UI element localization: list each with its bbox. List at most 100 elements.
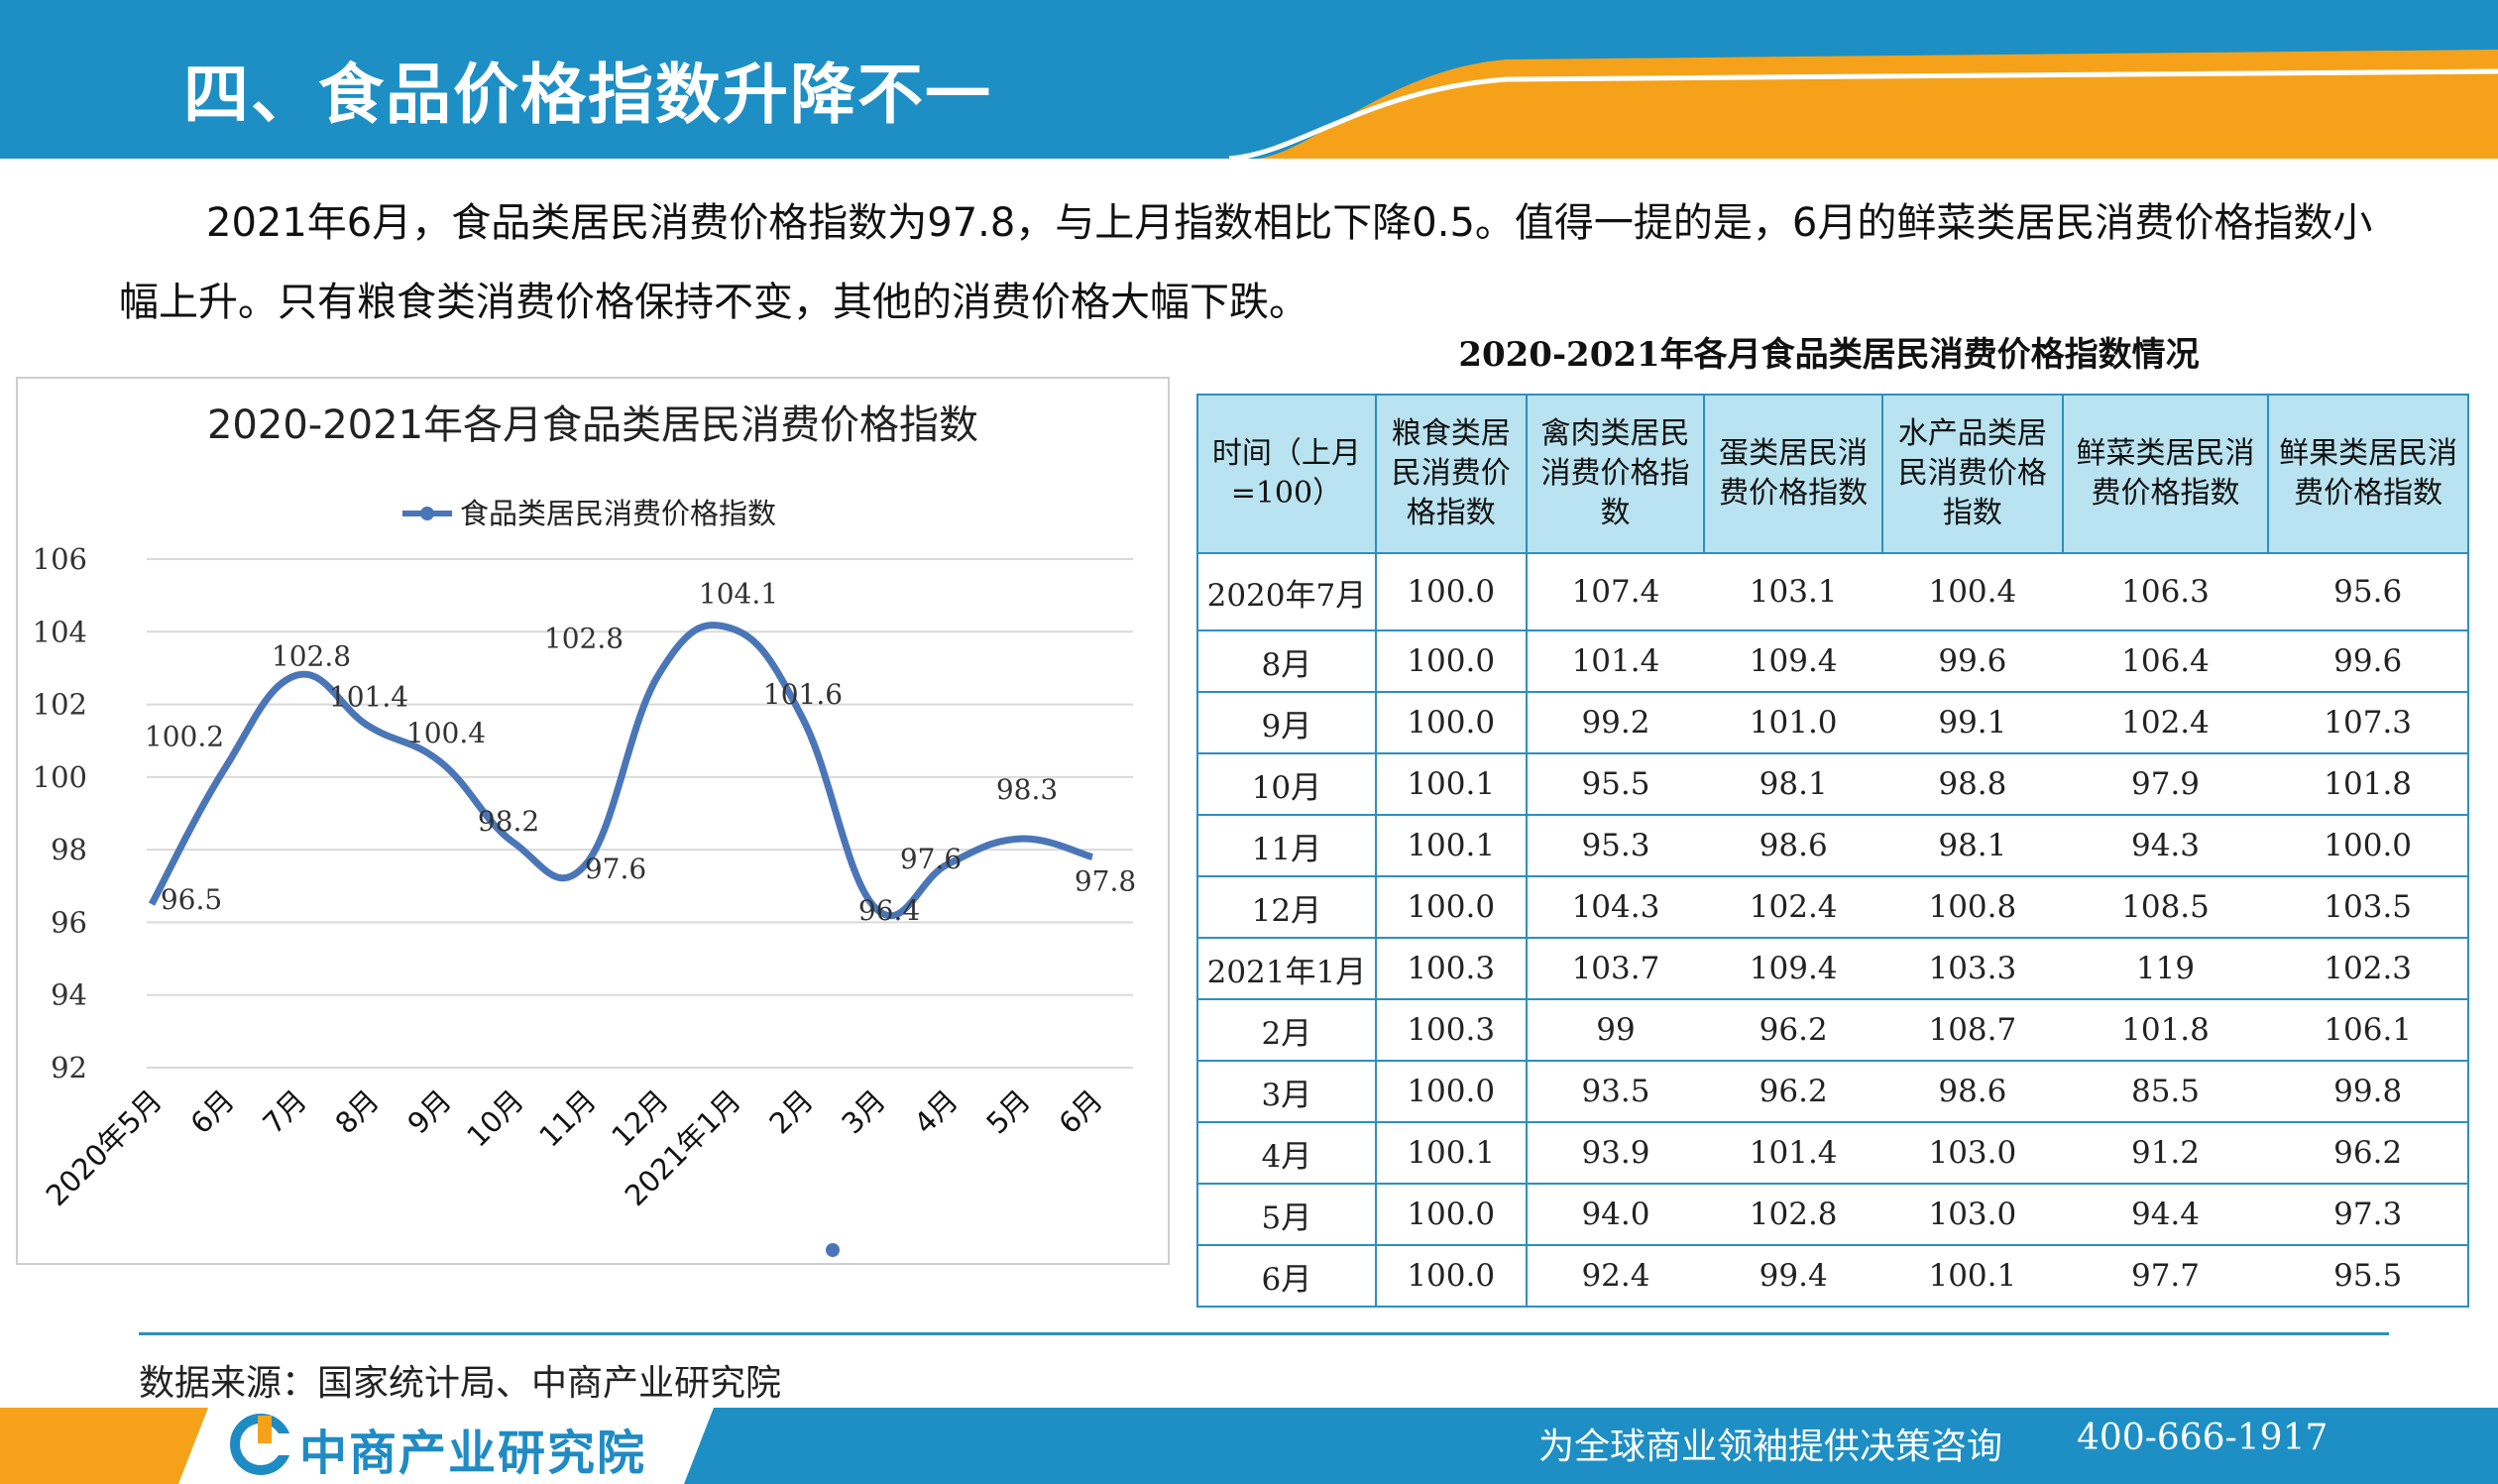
table-row: 12月 100.0 104.3 102.4 100.8 108.5 103.5 [1196,875,2469,939]
table-cell: 99.4 [1704,1244,1883,1308]
y-tick-label: 104 [33,615,87,648]
footer-slogan: 为全球商业领袖提供决策咨询 [1538,1427,2003,1467]
table-row-label: 3月 [1196,1060,1377,1123]
table-title: 2020-2021年各月食品类居民消费价格指数情况 [1458,335,2200,375]
table-cell: 97.9 [2062,752,2269,816]
table-row: 9月 100.0 99.2 101.0 99.1 102.4 107.3 [1196,691,2469,754]
data-label: 101.6 [763,678,843,711]
data-label: 97.6 [900,843,962,875]
header-shape [0,0,2498,159]
table-cell: 94.3 [2062,814,2269,877]
table-cell: 99.1 [1882,691,2063,754]
table-cell: 100.0 [2268,814,2469,877]
data-source: 数据来源：国家统计局、中商产业研究院 [139,1363,782,1404]
table-cell: 99.6 [2268,629,2469,693]
table-row-label: 8月 [1196,629,1377,693]
footer-shape [0,1408,2498,1484]
intro-text: 2021年6月，食品类居民消费价格指数为97.8，与上月指数相比下降0.5。值得… [119,200,2373,325]
table-row: 2021年1月 100.3 103.7 109.4 103.3 119 102.3 [1196,937,2469,1000]
table-cell: 108.7 [1882,998,2063,1062]
table-cell: 100.3 [1375,937,1528,1000]
y-tick-label: 92 [51,1051,87,1084]
table-header-cell: 水产品类居民消费价格指数 [1881,394,2064,554]
table-cell: 106.3 [2062,552,2269,631]
table-cell: 97.7 [2062,1244,2269,1308]
table-cell: 99.6 [1882,629,2063,693]
table-cell: 101.0 [1704,691,1883,754]
table-cell: 94.4 [2062,1183,2269,1246]
table-cell: 96.2 [1704,1060,1883,1123]
table-cell: 106.1 [2268,998,2469,1062]
table-cell: 96.2 [1704,998,1883,1062]
page-title: 四、食品价格指数升降不一 [183,57,992,133]
table-cell: 100.4 [1882,552,2063,631]
table-cell: 94.0 [1526,1183,1705,1246]
table-cell: 95.5 [1526,752,1705,816]
x-tick-label: 5月 [979,1084,1037,1141]
table-row: 2020年7月 100.0 107.4 103.1 100.4 106.3 95.6 [1196,552,2469,631]
y-tick-label: 96 [51,905,87,939]
table-header-cell: 蛋类居民消费价格指数 [1703,394,1884,554]
data-label: 97.6 [585,853,646,885]
table-cell: 100.8 [1882,875,2063,939]
table-cell: 85.5 [2062,1060,2269,1123]
data-label: 96.4 [858,894,920,927]
table-cell: 100.3 [1375,998,1528,1062]
table-row: 4月 100.1 93.9 101.4 103.0 91.2 96.2 [1196,1121,2469,1185]
price-index-table: 时间（上月=100） 粮食类居民消费价格指数 禽肉类居民消费价格指数 蛋类居民消费价格… [1196,394,2469,1308]
table-cell: 97.3 [2268,1183,2469,1246]
brand-name: 中商产业研究院 [299,1426,647,1481]
footer-phone: 400-666-1917 [2077,1418,2328,1458]
table-cell: 100.0 [1375,1244,1528,1308]
table-row-label: 11月 [1196,814,1377,877]
data-label: 101.4 [329,681,408,714]
table-row-label: 2021年1月 [1196,937,1377,1000]
table-row: 11月 100.1 95.3 98.6 98.1 94.3 100.0 [1196,814,2469,877]
x-tick-label: 9月 [400,1084,458,1141]
table-cell: 98.6 [1704,814,1883,877]
table-cell: 101.4 [1704,1121,1883,1185]
table-cell: 109.4 [1704,937,1883,1000]
x-tick-label: 2月 [762,1084,820,1141]
table-cell: 102.4 [2062,691,2269,754]
table-cell: 119 [2062,937,2269,1000]
series-line [148,622,1093,920]
chart-legend: 食品类居民消费价格指数 [402,497,776,530]
data-label: 100.4 [406,717,486,749]
table-row: 10月 100.1 95.5 98.1 98.8 97.9 101.8 [1196,752,2469,816]
table-header-cell: 时间（上月=100） [1196,394,1377,554]
legend-label: 食品类居民消费价格指数 [460,497,776,530]
table-cell: 103.1 [1704,552,1883,631]
table-cell: 103.7 [1526,937,1705,1000]
intro-paragraph: 2021年6月，食品类居民消费价格指数为97.8，与上月指数相比下降0.5。值得… [119,183,2399,342]
table-header-cell: 禽肉类居民消费价格指数 [1525,394,1706,554]
table-cell: 103.5 [2268,875,2469,939]
table-cell: 104.3 [1526,875,1705,939]
table-header-cell: 鲜果类居民消费价格指数 [2267,394,2469,554]
table-cell: 100.1 [1375,752,1528,816]
table-row-label: 2月 [1196,998,1377,1062]
table-cell: 91.2 [2062,1121,2269,1185]
chart-title: 2020-2021年各月食品类居民消费价格指数 [207,402,978,448]
footer-band [0,1408,2498,1484]
table-cell: 99.2 [1526,691,1705,754]
x-tick-label: 7月 [256,1084,313,1141]
x-tick-label: 6月 [1052,1084,1109,1141]
x-tick-label: 10月 [460,1084,530,1154]
data-label: 98.2 [478,805,539,838]
footer-divider [139,1332,2389,1335]
y-tick-label: 94 [51,978,87,1012]
table-row-label: 9月 [1196,691,1377,754]
table-cell: 107.3 [2268,691,2469,754]
table-cell: 100.1 [1882,1244,2063,1308]
table-row-label: 4月 [1196,1121,1377,1185]
table-row: 8月 100.0 101.4 109.4 99.6 106.4 99.6 [1196,629,2469,693]
table-cell: 96.2 [2268,1121,2469,1185]
table-cell: 95.5 [2268,1244,2469,1308]
table-cell: 100.1 [1375,814,1528,877]
x-tick-label: 6月 [183,1084,241,1141]
table-cell: 100.0 [1375,629,1528,693]
x-tick-label: 8月 [328,1084,386,1141]
brand-logo-icon [230,1414,291,1475]
table-row-label: 2020年7月 [1196,552,1377,631]
